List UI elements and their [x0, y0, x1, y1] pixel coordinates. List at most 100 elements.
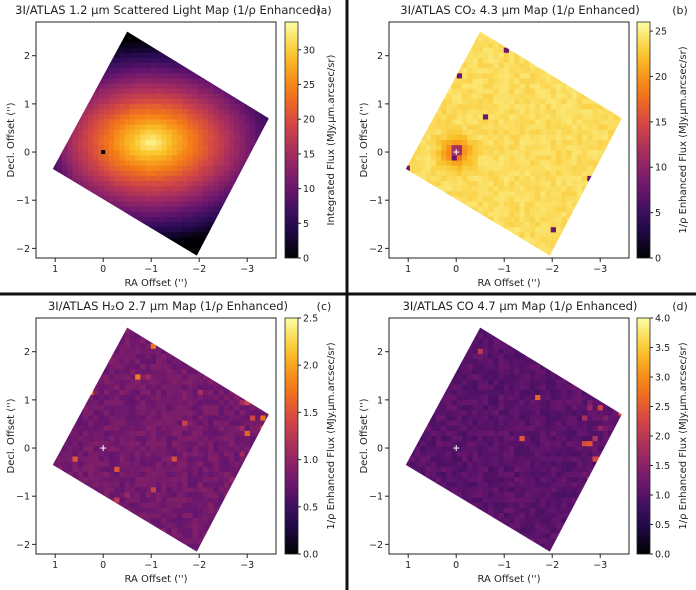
heatmap-cell — [109, 83, 115, 90]
heatmap-cell — [176, 379, 183, 386]
heatmap-cell — [140, 104, 146, 110]
heatmap-cell — [192, 384, 199, 391]
heatmap-cell — [529, 104, 536, 110]
heatmap-cell — [571, 201, 578, 208]
heatmap-cell — [140, 88, 146, 95]
heatmap-cell — [176, 369, 183, 375]
heatmap-cell — [213, 384, 220, 391]
heatmap-cell — [249, 140, 256, 146]
heatmap-cell — [176, 145, 183, 151]
heatmap-cell — [498, 63, 505, 69]
heatmap-cell — [592, 129, 599, 136]
heatmap-cell — [576, 160, 583, 167]
heatmap-cell — [498, 47, 505, 54]
heatmap-cell — [509, 98, 515, 105]
heatmap-cell — [82, 160, 89, 167]
heatmap-cell — [171, 57, 178, 64]
heatmap-cell — [166, 129, 173, 136]
heatmap-cell — [129, 328, 136, 334]
heatmap-cell — [124, 150, 131, 156]
heatmap-cell — [182, 216, 188, 223]
heatmap-cell — [119, 129, 126, 136]
heatmap-cell — [467, 47, 473, 54]
heatmap-cell — [218, 134, 225, 141]
heatmap-cell — [503, 119, 510, 126]
heatmap-cell — [540, 232, 546, 238]
heatmap-cell — [98, 191, 105, 197]
heatmap-cell — [182, 384, 188, 391]
heatmap-cell — [72, 165, 79, 172]
heatmap-cell — [529, 165, 536, 172]
heatmap-cell — [234, 98, 240, 105]
heatmap-cell — [582, 160, 588, 167]
heatmap-cell — [182, 155, 188, 161]
heatmap-cell — [129, 73, 136, 79]
heatmap-cell — [482, 129, 489, 136]
heatmap-cell — [171, 232, 178, 238]
heatmap-cell — [176, 206, 183, 213]
heatmap-cell — [477, 160, 484, 167]
heatmap-cell — [161, 353, 167, 360]
heatmap-cell — [488, 155, 494, 161]
heatmap-cell — [197, 119, 204, 126]
heatmap-cell — [498, 191, 505, 197]
heatmap-cell — [218, 104, 225, 110]
heatmap-cell — [135, 343, 141, 350]
heatmap-cell — [140, 175, 146, 182]
heatmap-cell — [166, 369, 173, 375]
heatmap-cell — [529, 222, 536, 228]
heatmap-cell — [135, 384, 141, 391]
heatmap-cell — [509, 155, 515, 161]
heatmap-cell — [451, 186, 458, 192]
heatmap-cell — [462, 175, 468, 182]
heatmap-cell — [182, 201, 188, 208]
heatmap-cell — [171, 104, 178, 110]
heatmap-cell — [535, 93, 541, 100]
heatmap-cell — [503, 104, 510, 110]
heatmap-cell — [124, 73, 131, 79]
heatmap-cell — [472, 78, 479, 84]
heatmap-cell — [592, 165, 599, 172]
heatmap-cell — [114, 98, 120, 105]
heatmap-cell — [529, 175, 536, 182]
heatmap-cell — [239, 134, 246, 141]
heatmap-cell — [561, 134, 567, 141]
heatmap-cell — [124, 57, 131, 64]
heatmap-cell — [176, 237, 183, 244]
heatmap-cell — [213, 124, 220, 131]
heatmap-cell — [166, 145, 173, 151]
heatmap-cell — [166, 68, 173, 74]
heatmap-cell — [514, 211, 520, 218]
heatmap-cell — [150, 140, 157, 146]
heatmap-cell — [124, 384, 131, 391]
heatmap-cell — [197, 201, 204, 208]
heatmap-cell — [451, 88, 458, 95]
heatmap-cell — [145, 364, 152, 370]
heatmap-cell — [208, 83, 214, 90]
heatmap-cell — [135, 83, 141, 90]
heatmap-cell — [608, 114, 614, 120]
heatmap-cell — [550, 160, 557, 167]
heatmap-cell — [176, 186, 183, 192]
heatmap-cell — [161, 134, 167, 141]
panel-a-title: 3I/ATLAS 1.2 μm Scattered Light Map (1/ρ… — [15, 3, 321, 17]
heatmap-cell — [82, 134, 89, 141]
heatmap-cell — [482, 145, 489, 151]
heatmap-cell — [456, 145, 463, 151]
heatmap-cell — [124, 191, 131, 197]
panel-a-y-label: Decl. Offset ('') — [6, 102, 17, 177]
heatmap-cell — [239, 109, 246, 115]
heatmap-cell — [498, 68, 505, 74]
heatmap-cell — [472, 160, 479, 167]
heatmap-cell — [488, 114, 494, 120]
heatmap-cell — [498, 216, 505, 223]
heatmap-cell — [202, 145, 209, 151]
heatmap-cell — [176, 364, 183, 370]
heatmap-cell — [493, 150, 499, 156]
heatmap-cell — [550, 114, 557, 120]
heatmap-cell — [171, 216, 178, 223]
heatmap-cell — [77, 119, 84, 126]
heatmap-cell — [545, 216, 552, 223]
heatmap-cell — [561, 150, 567, 156]
heatmap-cell — [182, 211, 188, 218]
